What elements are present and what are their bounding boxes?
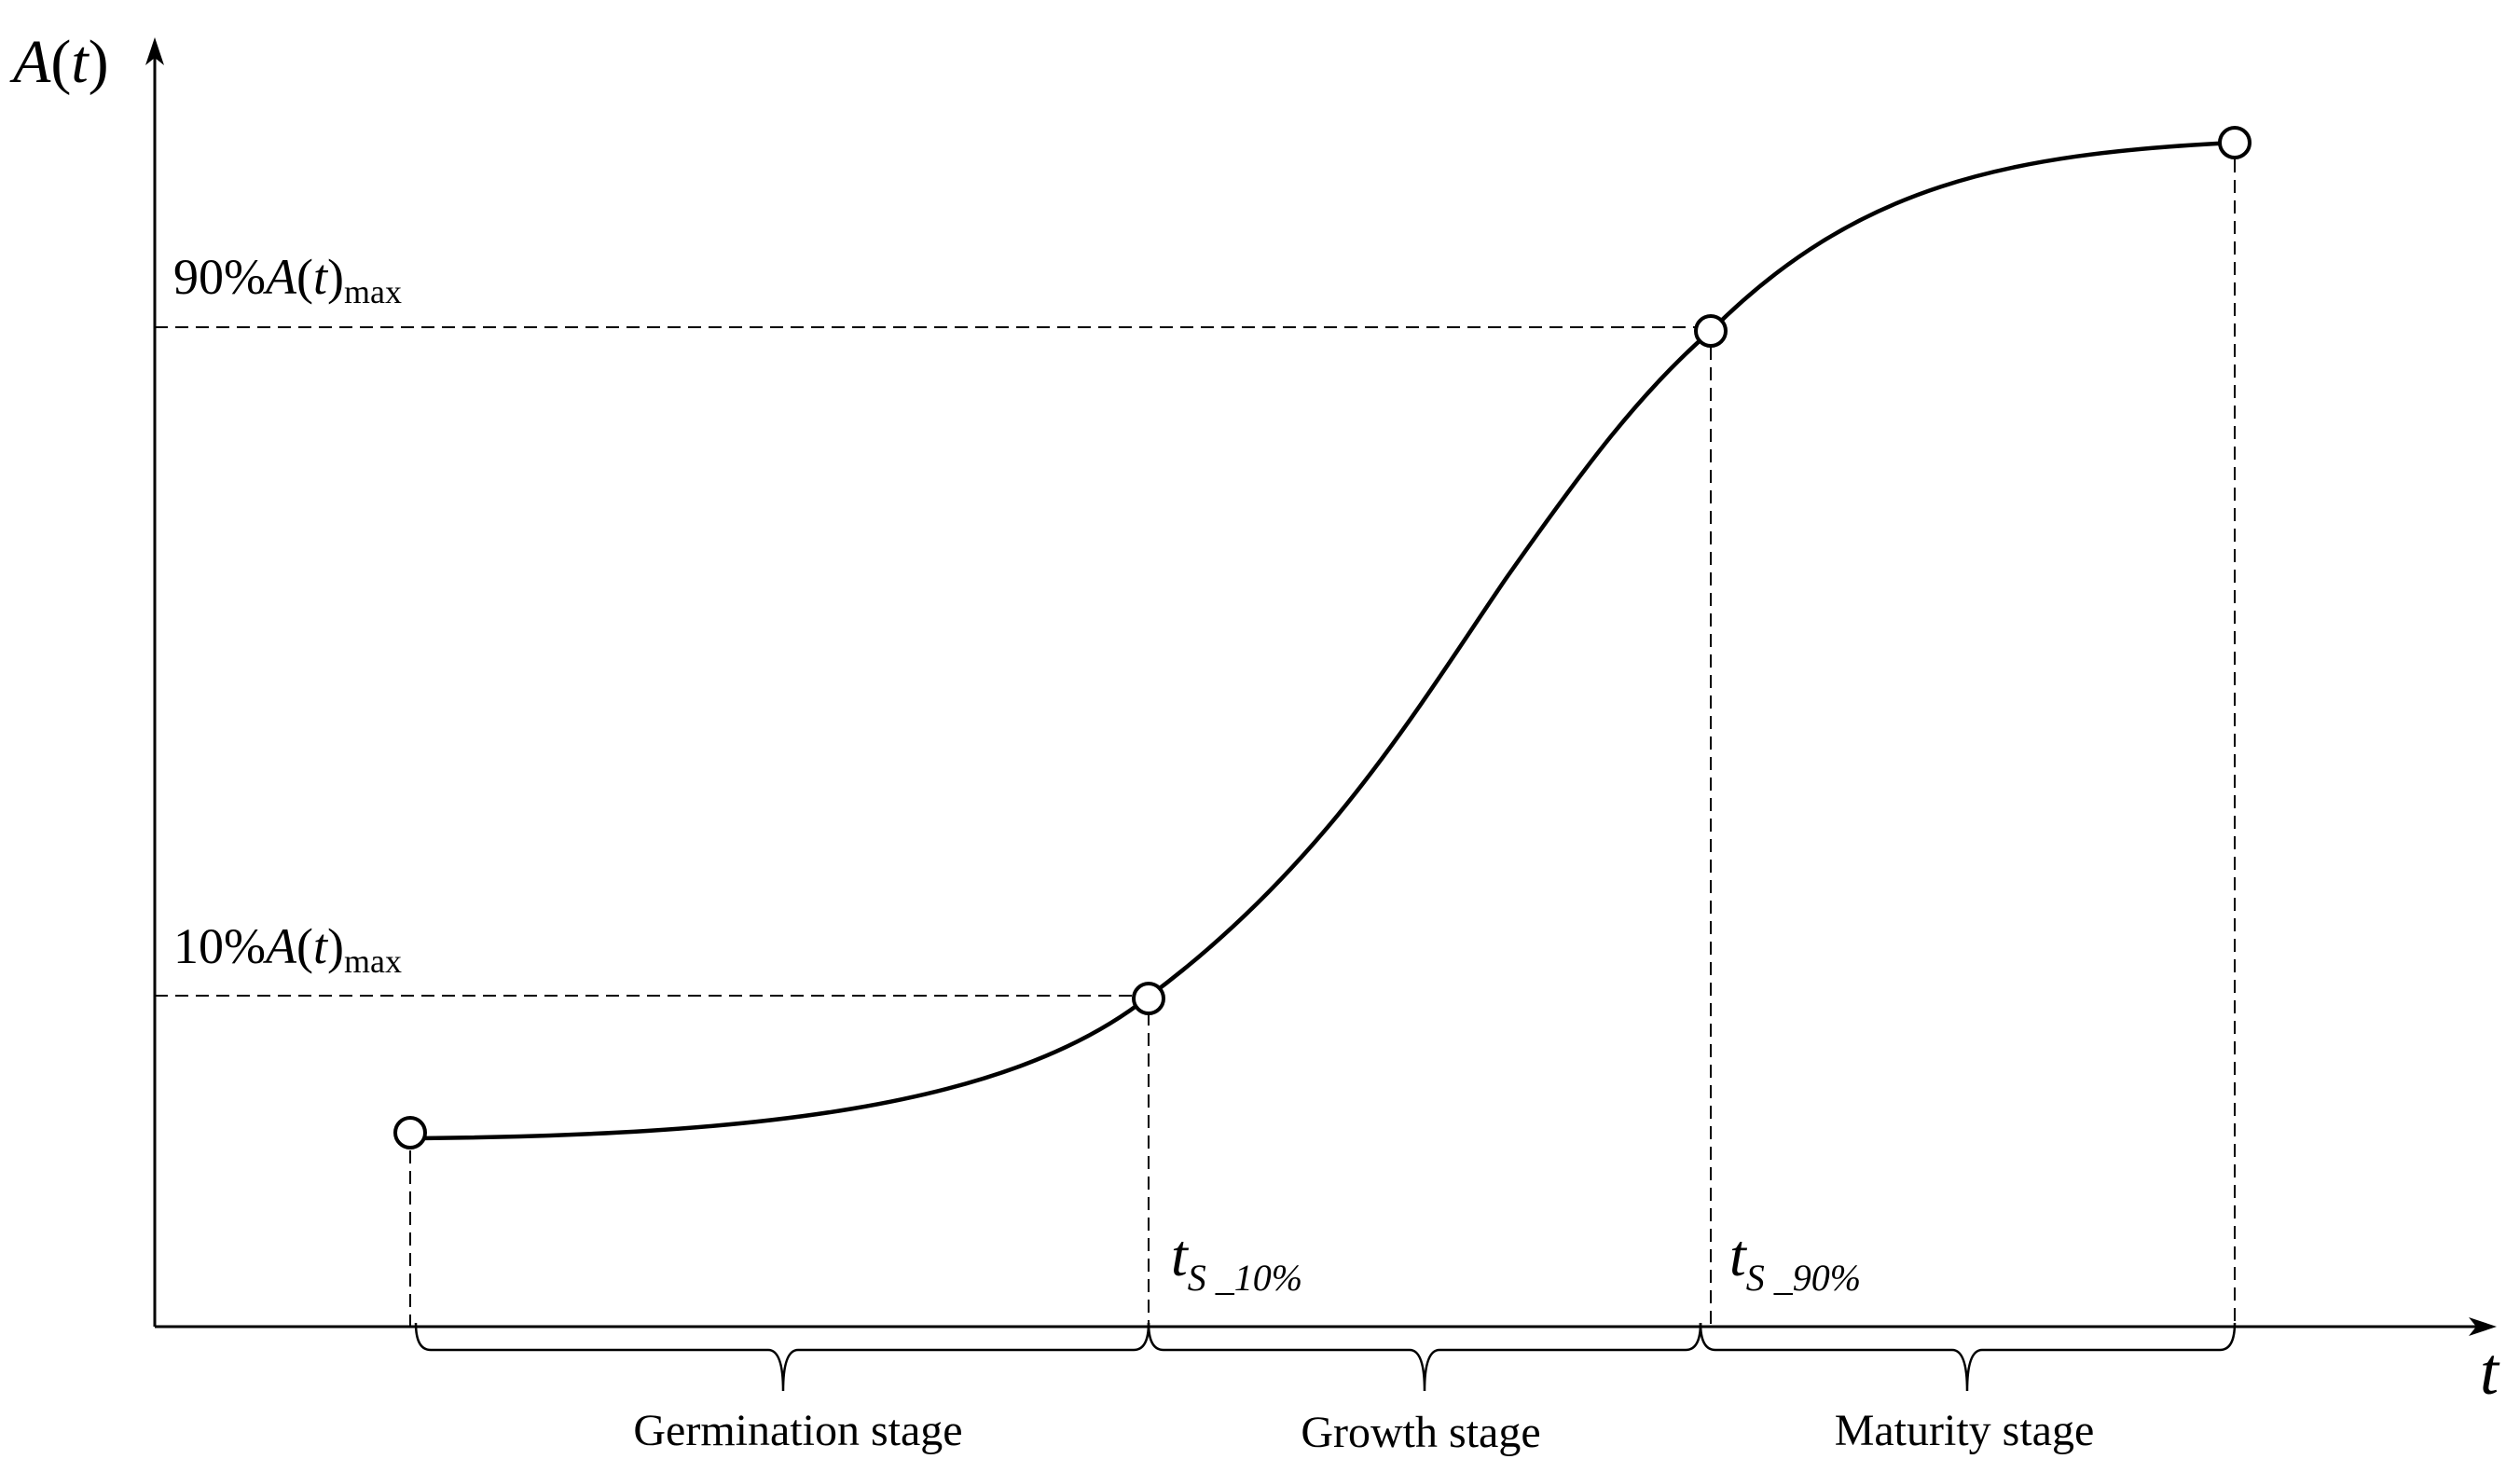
growth-brace bbox=[1147, 1322, 1702, 1392]
maturity-brace bbox=[1699, 1322, 2237, 1392]
stage-label-growth: Growth stage bbox=[1301, 1408, 1540, 1457]
key-points bbox=[393, 126, 2251, 1149]
stage-label-germination: Germination stage bbox=[633, 1406, 962, 1455]
t90-label: tS _90% bbox=[1729, 1222, 1861, 1299]
guide-lines bbox=[155, 159, 2236, 1327]
t10-point-marker bbox=[1132, 982, 1165, 1015]
y-axis-label: A(t) bbox=[9, 28, 109, 96]
germination-brace bbox=[414, 1322, 1150, 1392]
y-axis-arrowhead bbox=[145, 37, 164, 65]
t10-label: tS _10% bbox=[1171, 1222, 1302, 1299]
start-point-marker bbox=[393, 1116, 427, 1149]
end-point-marker bbox=[2218, 126, 2251, 159]
stage-label-maturity: Maturity stage bbox=[1835, 1406, 2095, 1455]
x-axis-label: t bbox=[2480, 1334, 2500, 1409]
growth-curve bbox=[407, 140, 2238, 1141]
axes bbox=[153, 51, 2480, 1328]
x-axis-arrowhead bbox=[2469, 1317, 2497, 1336]
level-10-label: 10%A(t)max bbox=[173, 918, 402, 980]
level-90-label: 90%A(t)max bbox=[173, 249, 402, 310]
stage-braces bbox=[414, 1322, 2237, 1392]
t90-point-marker bbox=[1694, 314, 1728, 348]
